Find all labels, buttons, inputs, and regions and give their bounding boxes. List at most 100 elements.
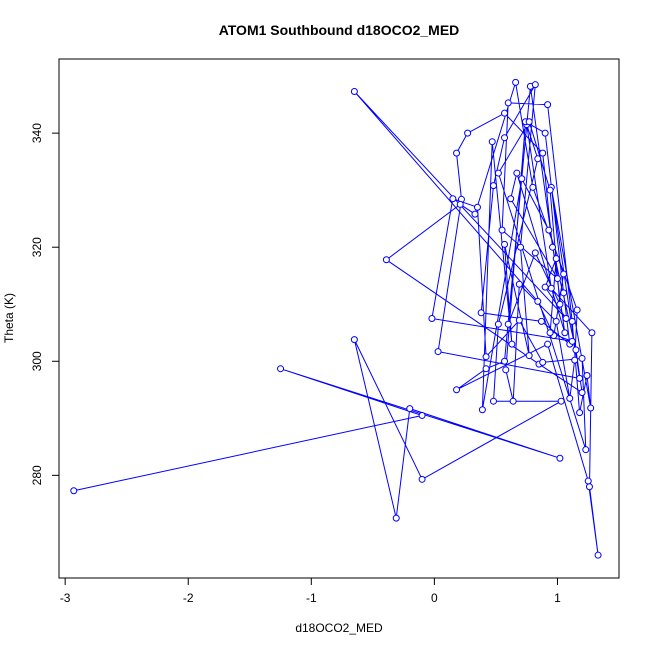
data-point: [482, 353, 490, 361]
x-axis-label: d18OCO2_MED: [295, 621, 383, 635]
data-point: [541, 129, 549, 137]
data-point: [549, 243, 557, 251]
data-point: [507, 195, 515, 203]
data-point: [489, 397, 497, 405]
data-point: [544, 101, 552, 109]
y-tick-label: 320: [30, 237, 44, 257]
x-tick-label: -3: [60, 591, 71, 605]
data-point: [534, 155, 542, 163]
x-tick-label: -2: [183, 591, 194, 605]
data-point: [573, 306, 581, 314]
data-point: [525, 352, 533, 360]
data-point: [539, 358, 547, 366]
data-point: [509, 397, 517, 405]
data-point: [594, 551, 602, 559]
data-point: [449, 195, 457, 203]
data-point: [489, 182, 497, 190]
data-point: [515, 316, 523, 324]
data-point: [529, 183, 537, 191]
data-point: [571, 356, 579, 364]
data-point: [498, 226, 506, 234]
data-point: [556, 454, 564, 462]
data-point: [552, 317, 560, 325]
data-point: [576, 374, 584, 382]
data-point: [547, 284, 555, 292]
data-point: [418, 411, 426, 419]
data-point: [553, 275, 561, 283]
data-point: [482, 365, 490, 373]
data-point: [572, 346, 580, 354]
data-point: [504, 320, 512, 328]
data-point: [488, 138, 496, 146]
data-point: [568, 337, 576, 345]
series-line: [73, 82, 599, 556]
data-point: [464, 129, 472, 137]
series-path-layer: [73, 82, 599, 556]
x-tick-label: -1: [306, 591, 317, 605]
data-point: [556, 300, 564, 308]
data-point: [561, 329, 569, 337]
data-point: [471, 210, 479, 218]
data-point: [406, 405, 414, 413]
chart-title: ATOM1 Southbound d18OCO2_MED: [219, 22, 460, 38]
data-point: [70, 487, 78, 495]
data-point: [453, 386, 461, 394]
data-point: [434, 348, 442, 356]
data-point: [557, 397, 565, 405]
data-point: [583, 372, 591, 380]
data-point: [585, 483, 593, 491]
data-point: [504, 99, 512, 107]
data-point: [578, 354, 586, 362]
y-axis-label: Theta (K): [2, 293, 16, 343]
x-axis: -3 -2 -1 0 1: [60, 577, 561, 605]
data-point: [428, 315, 436, 322]
data-point: [513, 169, 521, 177]
data-point: [531, 249, 539, 257]
data-point: [277, 365, 285, 373]
points-layer: [70, 78, 602, 559]
data-point: [546, 329, 554, 337]
y-tick-label: 340: [30, 123, 44, 143]
data-point: [531, 81, 539, 89]
data-point: [477, 309, 485, 317]
data-point: [552, 255, 560, 263]
data-point: [546, 186, 554, 194]
data-point: [456, 200, 464, 208]
data-point: [494, 169, 502, 177]
data-point: [512, 78, 520, 86]
data-point: [587, 404, 595, 412]
data-point: [515, 280, 523, 288]
data-point: [518, 175, 526, 183]
y-axis: 280 300 320 340: [30, 123, 60, 485]
x-tick-label: 0: [431, 591, 438, 605]
data-point: [582, 446, 590, 454]
data-point: [525, 118, 533, 126]
data-point: [539, 149, 547, 157]
data-point: [382, 256, 390, 264]
data-point: [494, 320, 502, 328]
data-point: [588, 329, 596, 337]
data-point: [350, 88, 358, 96]
data-point: [418, 475, 426, 483]
data-point: [560, 270, 568, 278]
data-point: [501, 240, 509, 248]
data-point: [517, 243, 525, 251]
data-point: [545, 226, 553, 234]
data-point: [560, 289, 568, 297]
x-tick-label: 1: [554, 591, 561, 605]
data-point: [578, 389, 586, 397]
y-tick-label: 300: [30, 351, 44, 371]
data-point: [453, 149, 461, 157]
data-point: [562, 315, 570, 322]
data-point: [534, 297, 542, 305]
data-point: [584, 477, 592, 485]
data-point: [473, 203, 481, 211]
data-point: [576, 409, 584, 417]
data-point: [541, 283, 549, 291]
data-point: [544, 340, 552, 348]
data-point: [508, 340, 516, 348]
data-point: [501, 134, 509, 142]
data-point: [537, 317, 545, 325]
data-point: [501, 109, 509, 117]
